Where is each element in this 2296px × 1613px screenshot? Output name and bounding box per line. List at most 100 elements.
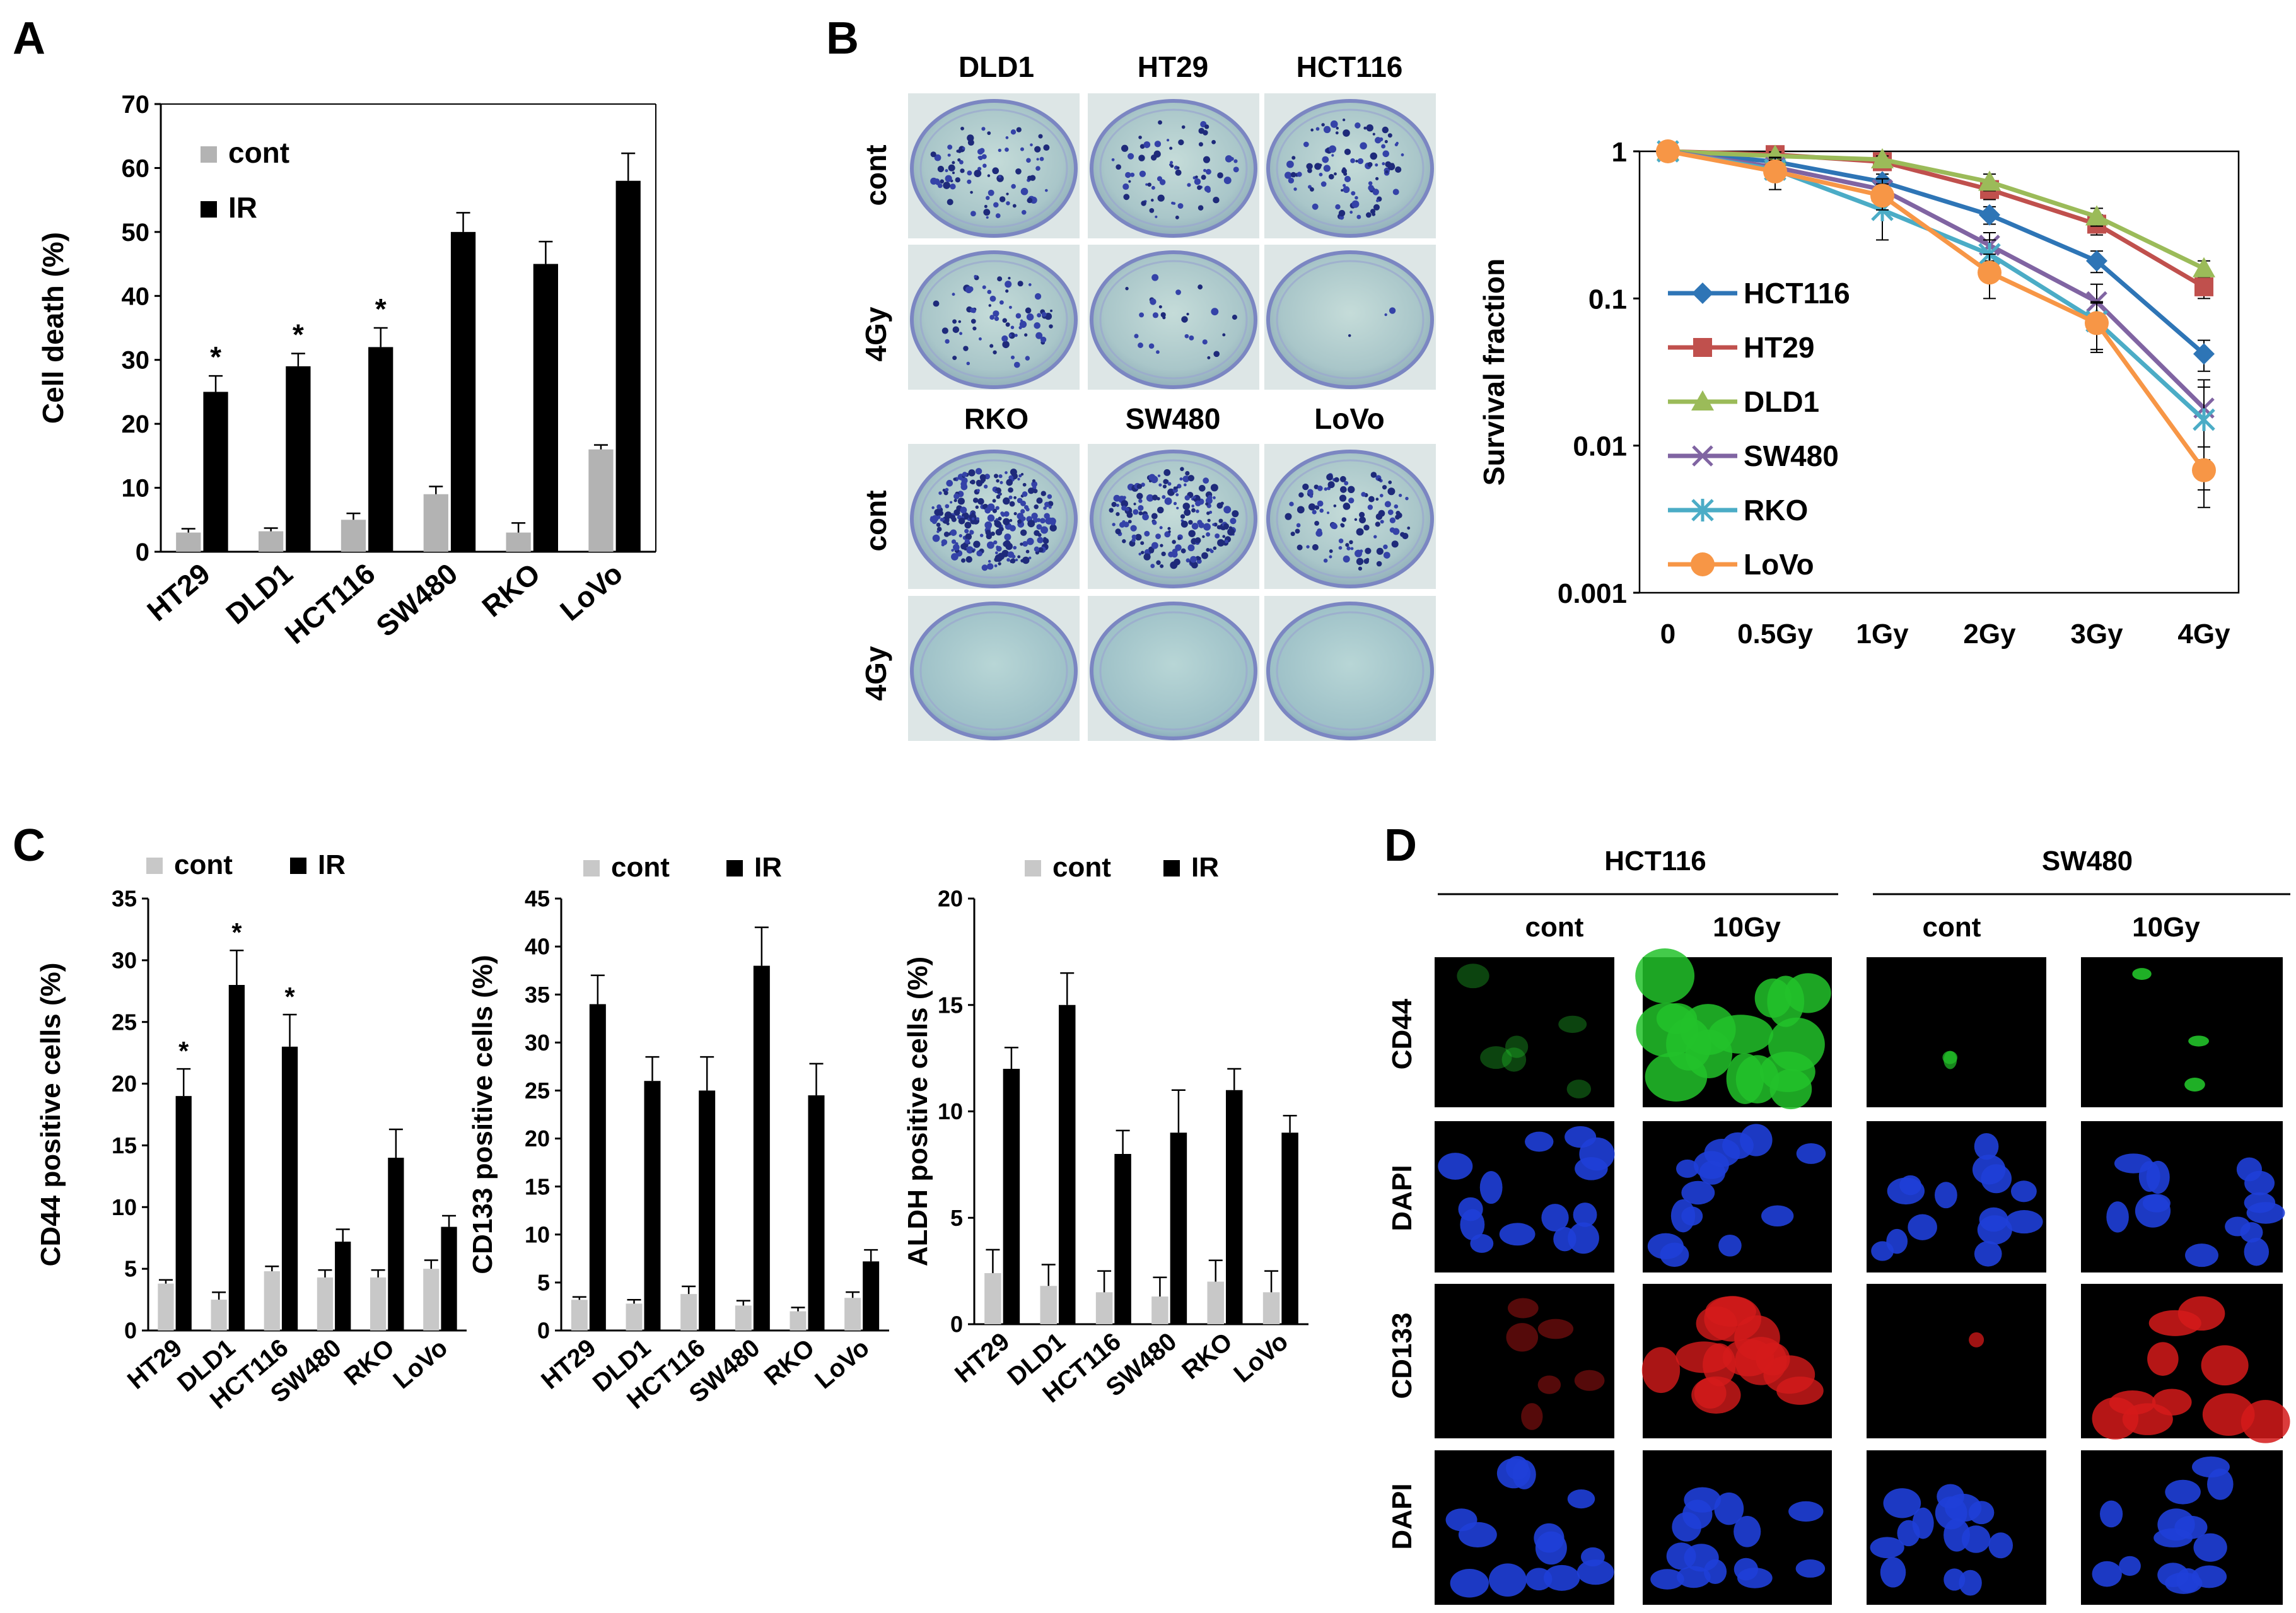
colony xyxy=(976,517,980,521)
colony xyxy=(1302,483,1309,491)
marker-rko xyxy=(2193,408,2215,431)
colony xyxy=(1017,519,1022,524)
colony xyxy=(1013,496,1017,499)
legend-label-ht29: HT29 xyxy=(1744,331,1814,364)
colony xyxy=(1130,172,1135,177)
culture-dish-rim xyxy=(919,108,1068,228)
colony xyxy=(952,161,955,165)
x-tick-label-0: 0 xyxy=(1660,619,1675,649)
colony xyxy=(975,468,982,475)
colony xyxy=(1167,527,1171,530)
colony xyxy=(1167,482,1172,486)
colony xyxy=(951,539,957,544)
colony xyxy=(1230,157,1234,161)
colony xyxy=(1384,139,1388,144)
plate-col-label-sw480: SW480 xyxy=(1126,402,1221,435)
colony xyxy=(1205,168,1211,175)
colony xyxy=(1312,544,1319,550)
colony xyxy=(1037,537,1044,544)
colony xyxy=(1343,118,1346,122)
nucleus xyxy=(1795,1559,1826,1578)
colony xyxy=(1162,484,1167,489)
bar-ir-lovo xyxy=(441,1226,457,1331)
colony xyxy=(1385,170,1389,174)
colony xyxy=(930,177,938,185)
micrograph xyxy=(2081,957,2283,1107)
marker-lovo xyxy=(1978,260,2002,285)
fluor-row-label-cd133: CD133 xyxy=(1387,1313,1418,1399)
colony xyxy=(1025,549,1030,554)
bar-cont-sw480 xyxy=(735,1305,752,1331)
marker-lovo xyxy=(1870,183,1894,208)
colony xyxy=(1383,544,1388,550)
colony xyxy=(1008,277,1011,280)
colony xyxy=(986,216,989,219)
colony xyxy=(1233,159,1238,163)
colony xyxy=(1020,147,1024,151)
bar-cont-rko xyxy=(370,1277,387,1331)
colony xyxy=(1157,194,1165,202)
colony xyxy=(1222,333,1226,337)
colony xyxy=(1372,132,1375,136)
colony xyxy=(1017,281,1023,287)
colony xyxy=(1044,189,1048,192)
stained-cell xyxy=(1726,1053,1764,1104)
colony xyxy=(1017,555,1021,559)
nucleus xyxy=(1579,1137,1615,1171)
colony xyxy=(1003,511,1010,517)
colony xyxy=(1297,506,1305,514)
colony xyxy=(1048,501,1053,506)
colony xyxy=(1008,487,1013,493)
colony xyxy=(953,544,960,551)
colony xyxy=(1040,336,1047,343)
colony xyxy=(937,165,945,173)
bar-ir-lovo xyxy=(615,180,641,552)
colony xyxy=(975,505,979,510)
colony xyxy=(929,516,936,523)
colony xyxy=(972,549,975,553)
fluor-cond-label-hct116-10gy: 10Gy xyxy=(1713,912,1781,943)
colony xyxy=(1189,335,1194,341)
colony xyxy=(1158,120,1162,125)
series-line-lovo xyxy=(1667,149,2206,472)
colony xyxy=(1005,136,1009,139)
colony xyxy=(1308,503,1316,511)
colony xyxy=(1383,552,1390,559)
colony xyxy=(982,285,986,289)
colony xyxy=(1317,528,1322,533)
colony xyxy=(981,127,986,131)
colony xyxy=(962,472,967,477)
fluor-group-label-hct116: HCT116 xyxy=(1604,846,1706,876)
colony xyxy=(1312,510,1317,515)
colony xyxy=(1111,501,1117,508)
chart-cd44-positive: 05101520253035HT29DLD1HCT116SW480RKOLoVo… xyxy=(35,849,467,1414)
colony xyxy=(1004,533,1011,541)
colony xyxy=(1370,209,1376,214)
y-tick-label: 15 xyxy=(112,1133,137,1158)
colony xyxy=(1138,552,1142,556)
colony xyxy=(1158,305,1162,309)
colony xyxy=(943,531,950,537)
colony xyxy=(971,517,975,521)
colony xyxy=(981,154,987,160)
colony xyxy=(1008,305,1012,309)
nucleus xyxy=(1541,1204,1569,1232)
colony xyxy=(1151,199,1154,202)
colony xyxy=(1015,168,1022,175)
nucleus xyxy=(1972,1155,2006,1185)
colony xyxy=(1148,343,1155,349)
colony xyxy=(1329,549,1333,553)
colony xyxy=(1175,215,1179,219)
colony xyxy=(1170,161,1174,165)
colony xyxy=(981,480,984,484)
colony xyxy=(1206,511,1210,515)
colony xyxy=(1402,532,1409,540)
colony xyxy=(1213,496,1216,499)
marker-dld1 xyxy=(1978,170,2001,191)
nucleus xyxy=(1734,1516,1761,1547)
colony xyxy=(1020,509,1025,514)
colony xyxy=(1327,481,1335,489)
colony xyxy=(996,545,1002,552)
colony xyxy=(1398,493,1402,498)
colony xyxy=(1022,556,1030,564)
